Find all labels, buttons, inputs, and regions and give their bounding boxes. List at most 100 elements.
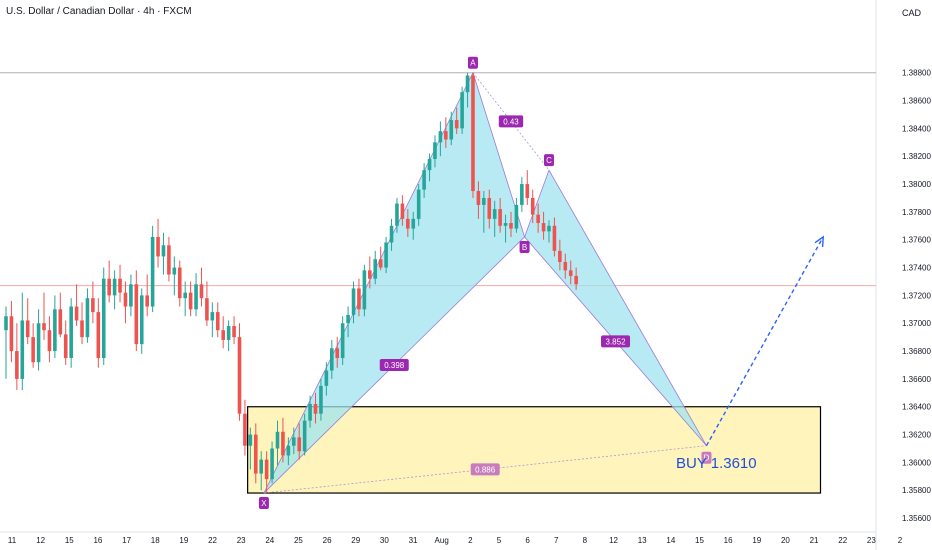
- candle-body: [129, 284, 133, 307]
- candle: [373, 250, 378, 285]
- candle: [69, 298, 73, 368]
- time-tick-label: 14: [666, 536, 675, 545]
- candle: [422, 163, 426, 198]
- candle: [438, 121, 443, 157]
- point-label-text: D: [704, 454, 710, 463]
- candle: [91, 281, 95, 324]
- time-tick-label: 26: [323, 536, 332, 545]
- candle-body: [167, 245, 171, 275]
- candle: [362, 264, 367, 317]
- candle: [20, 292, 25, 391]
- point-label-text: B: [522, 243, 527, 252]
- candle: [210, 302, 215, 338]
- point-label-x: X: [258, 497, 269, 510]
- candle-body: [237, 337, 242, 414]
- candle: [552, 217, 557, 257]
- candle: [536, 203, 540, 233]
- candle: [313, 392, 318, 424]
- candle: [449, 111, 454, 146]
- point-label-box: [544, 154, 554, 167]
- point-label-text: C: [546, 156, 552, 165]
- price-tick-label: 1.37600: [902, 236, 931, 245]
- candle-body: [281, 431, 285, 456]
- time-tick-label: 12: [36, 536, 45, 545]
- harmonic-bcd: [524, 169, 707, 446]
- time-tick-label: 19: [752, 536, 761, 545]
- time-tick-label: Aug: [435, 536, 449, 545]
- candle: [471, 72, 475, 198]
- candle: [503, 214, 508, 243]
- candle: [389, 218, 394, 251]
- candle: [378, 246, 383, 271]
- candle: [416, 184, 421, 226]
- grid: [0, 0, 877, 550]
- time-tick-label: 5: [497, 536, 502, 545]
- candle-body: [63, 334, 68, 359]
- candle-body: [134, 284, 139, 345]
- candle-body: [286, 445, 291, 456]
- candle-body: [454, 120, 459, 129]
- candle: [465, 72, 470, 108]
- point-label-a: A: [467, 56, 478, 69]
- candle-body: [4, 316, 8, 331]
- candle: [156, 218, 160, 268]
- candle: [248, 427, 253, 470]
- price-tick-label: 1.38200: [902, 152, 931, 161]
- candle-body: [112, 278, 117, 296]
- point-label-text: A: [470, 59, 476, 68]
- candle-body: [324, 370, 329, 386]
- candle: [270, 441, 274, 484]
- time-axis[interactable]: 11 12 15 16 17 18 19 22 23 24 25 26 29 30 31 Aug 2 5 6 7 8 12…: [8, 536, 903, 545]
- time-tick-label: 16: [93, 536, 102, 545]
- point-label-box: [701, 451, 712, 464]
- candle-body: [340, 323, 345, 359]
- candle: [232, 316, 236, 345]
- ratio-label-box: [498, 115, 524, 128]
- candle-body: [80, 320, 84, 338]
- point-label-c: C: [544, 154, 554, 167]
- ratio-label-box: [379, 358, 409, 371]
- candle: [264, 451, 269, 494]
- candle-body: [183, 292, 187, 299]
- time-tick-label: 21: [810, 536, 819, 545]
- candle: [286, 437, 291, 466]
- candle-body: [58, 309, 63, 335]
- candle-body: [53, 309, 57, 352]
- candle: [172, 256, 177, 296]
- time-tick-label: 7: [554, 536, 559, 545]
- point-label-box: [258, 497, 269, 510]
- candle: [188, 281, 193, 317]
- candle-body: [568, 270, 573, 276]
- candle: [444, 117, 448, 148]
- candle: [4, 306, 8, 379]
- candle: [302, 413, 307, 456]
- candle: [574, 267, 578, 290]
- candle-body: [226, 326, 231, 340]
- time-tick-label: 18: [151, 536, 160, 545]
- candle: [101, 267, 106, 365]
- candle: [63, 320, 68, 365]
- price-tick-label: 1.35800: [902, 486, 931, 495]
- ratio-label-text: 0.398: [384, 361, 405, 370]
- candle: [547, 220, 551, 243]
- candle: [215, 302, 220, 338]
- candle: [167, 236, 171, 282]
- time-tick-label: 29: [351, 536, 360, 545]
- candle-body: [460, 92, 464, 129]
- candle-body: [302, 420, 307, 452]
- candle-body: [509, 223, 513, 229]
- candle-body: [69, 306, 73, 359]
- time-tick-label: 11: [8, 536, 17, 545]
- candle: [42, 292, 46, 340]
- time-tick-label: 16: [724, 536, 733, 545]
- candle-body: [259, 459, 264, 474]
- candle-body: [118, 278, 122, 293]
- candle-body: [85, 298, 90, 338]
- price-tick-label: 1.37000: [902, 319, 931, 328]
- candle-body: [558, 250, 562, 262]
- candle-body: [335, 348, 340, 359]
- point-label-b: B: [519, 240, 530, 253]
- candle: [368, 256, 372, 289]
- price-axis[interactable]: 1.35600 1.35800 1.36000 1.36200 1.36400 1.366…: [902, 69, 931, 523]
